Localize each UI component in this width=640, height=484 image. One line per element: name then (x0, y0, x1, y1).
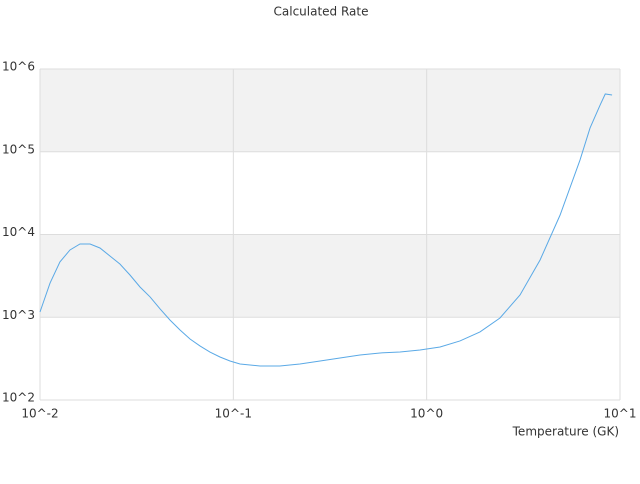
chart-title: Calculated Rate (274, 5, 369, 19)
grid-band (40, 234, 620, 318)
y-tick-label: 10^3 (2, 308, 35, 322)
x-tick-label: 10^0 (410, 407, 443, 421)
x-tick-label: 10^-2 (21, 407, 58, 421)
y-tick-label: 10^2 (2, 391, 35, 405)
y-tick-label: 10^5 (2, 142, 35, 156)
x-axis-label: Temperature (GK) (512, 425, 619, 439)
grid-band (40, 69, 620, 152)
x-tick-label: 10^-1 (215, 407, 252, 421)
data-line (39, 93, 613, 367)
y-tick-label: 10^4 (2, 225, 35, 239)
y-tick-label: 10^6 (2, 60, 35, 74)
x-tick-label: 10^1 (604, 407, 637, 421)
